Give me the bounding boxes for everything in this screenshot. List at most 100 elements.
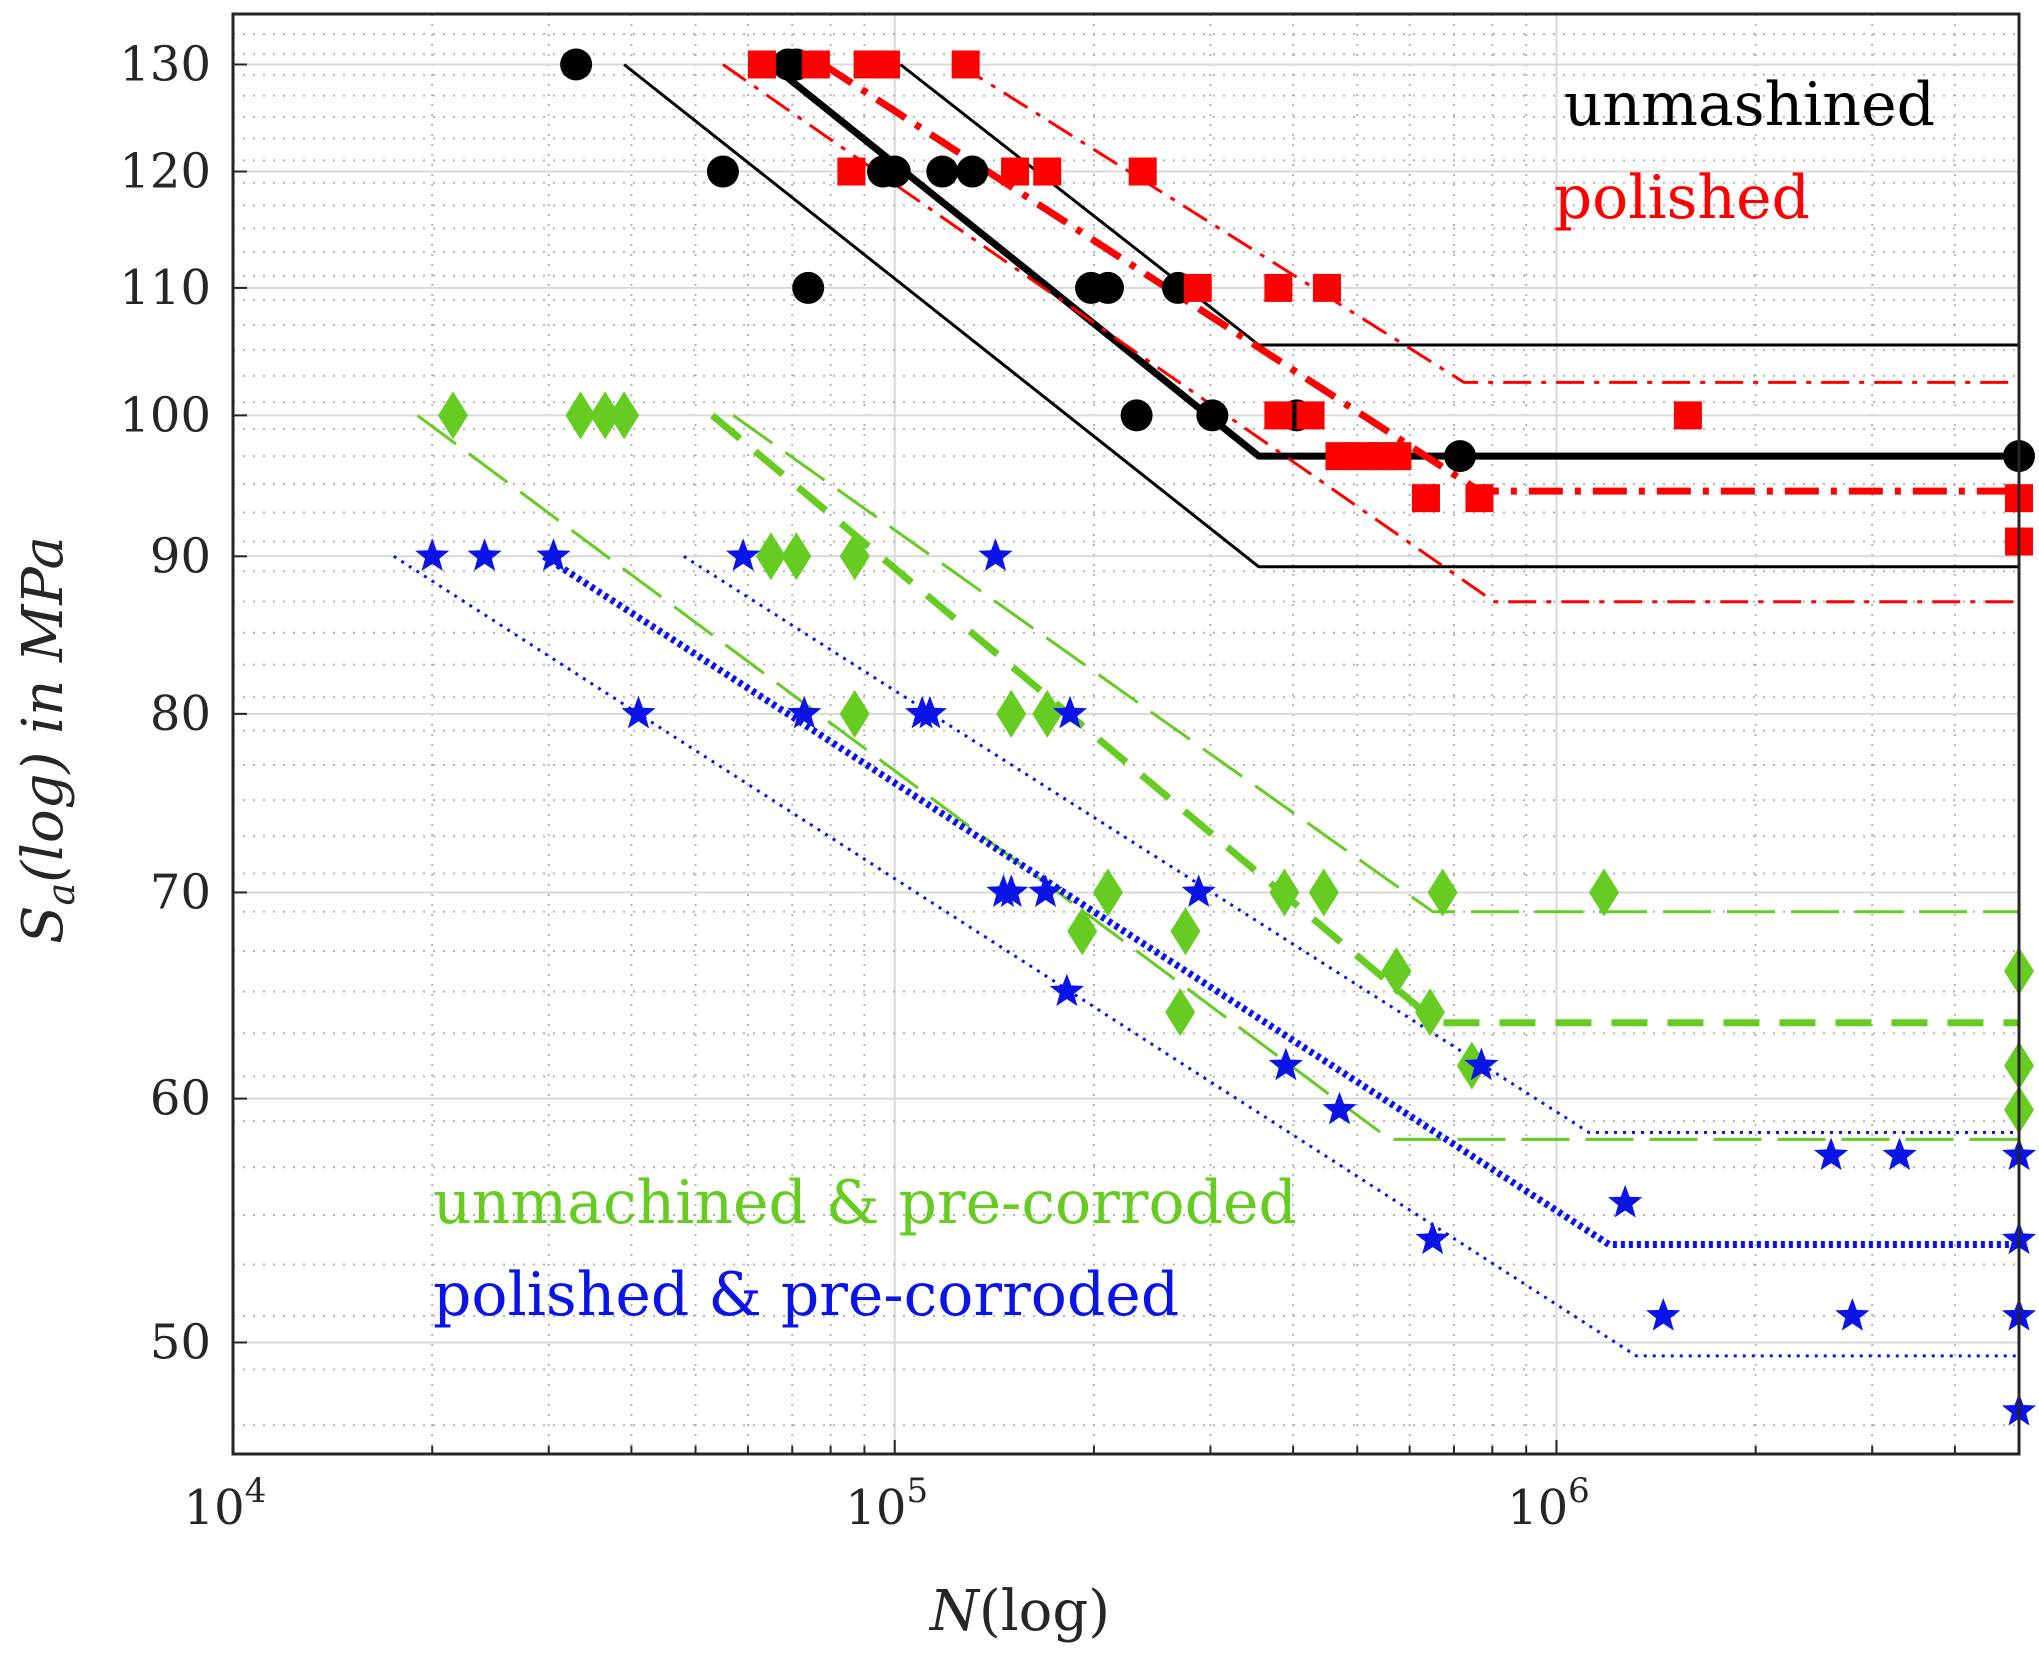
marker-unmachined-pre-corroded — [1415, 988, 1446, 1037]
marker-unmachined-pre-corroded — [1427, 868, 1458, 917]
marker-polished-pre-corroded — [1608, 1184, 1643, 1218]
y-tick-label: 130 — [119, 36, 211, 92]
y-tick-label: 110 — [119, 260, 211, 316]
data-markers — [415, 48, 2037, 1426]
marker-polished-pre-corroded — [1882, 1137, 1917, 1171]
marker-unmashined — [1120, 399, 1153, 432]
marker-polished-pre-corroded — [1028, 874, 1063, 907]
marker-polished-pre-corroded — [621, 695, 656, 729]
marker-polished — [1001, 157, 1030, 186]
fit-line-2 — [710, 412, 2019, 1027]
marker-unmachined-pre-corroded — [839, 532, 870, 581]
fit-line-0 — [623, 63, 2019, 569]
marker-polished — [837, 157, 866, 186]
axis-ticks: 104 105 106 50 60 70 80 90 100 110 120 130 — [119, 36, 2020, 1536]
marker-unmashined — [792, 271, 825, 304]
marker-polished-pre-corroded — [1646, 1298, 1681, 1331]
marker-polished — [1411, 484, 1440, 513]
marker-polished — [951, 50, 980, 79]
marker-unmachined-pre-corroded — [1381, 947, 1412, 996]
marker-unmachined-pre-corroded — [839, 689, 870, 738]
fit-line-1 — [722, 63, 2019, 604]
marker-unmachined-pre-corroded — [565, 391, 596, 440]
marker-polished-pre-corroded — [978, 538, 1013, 571]
marker-unmachined-pre-corroded — [1308, 868, 1339, 917]
plot-frame — [231, 12, 2021, 1456]
marker-unmachined-pre-corroded — [590, 391, 621, 440]
marker-polished — [1325, 442, 1354, 471]
fit-line-2 — [416, 414, 2019, 1141]
marker-unmachined-pre-corroded — [781, 532, 812, 581]
marker-polished — [1264, 401, 1293, 430]
marker-polished — [1033, 157, 1062, 186]
y-tick-label: 70 — [150, 864, 211, 920]
marker-unmashined — [560, 48, 593, 81]
y-tick-label: 80 — [150, 686, 211, 742]
plot-background — [233, 14, 2019, 1454]
marker-unmachined-pre-corroded — [755, 532, 786, 581]
marker-polished — [1465, 484, 1494, 513]
marker-polished-pre-corroded — [994, 874, 1029, 907]
marker-polished-pre-corroded — [1268, 1047, 1303, 1081]
fit-line-0 — [781, 72, 2019, 460]
marker-unmachined-pre-corroded — [996, 689, 1027, 738]
marker-polished — [1383, 442, 1412, 471]
y-tick-label: 60 — [150, 1071, 211, 1127]
marker-polished-pre-corroded — [1181, 874, 1216, 907]
marker-polished-pre-corroded — [1835, 1298, 1870, 1331]
marker-polished-pre-corroded — [1814, 1137, 1849, 1171]
marker-polished-pre-corroded — [1322, 1091, 1357, 1125]
fit-line-2 — [732, 414, 2019, 914]
x-tick-label: 106 — [1507, 1471, 1590, 1536]
marker-unmachined-pre-corroded — [1170, 907, 1201, 956]
legend-unmashined: unmashined — [1564, 70, 1935, 140]
marker-unmashined — [1444, 440, 1477, 473]
marker-polished-pre-corroded — [912, 695, 947, 729]
marker-unmachined-pre-corroded — [1269, 868, 1300, 917]
marker-polished — [1128, 157, 1157, 186]
marker-polished — [871, 50, 900, 79]
y-tick-label: 50 — [150, 1314, 211, 1370]
fit-line-3 — [392, 555, 2019, 1358]
marker-polished — [1312, 273, 1341, 302]
legend-polished: polished — [1554, 163, 1810, 233]
marker-unmachined-pre-corroded — [437, 391, 468, 440]
marker-unmachined-pre-corroded — [1589, 868, 1620, 917]
marker-polished-pre-corroded — [467, 538, 502, 571]
marker-unmashined — [878, 155, 911, 188]
marker-polished — [1673, 401, 1702, 430]
x-tick-label: 105 — [845, 1471, 928, 1536]
marker-polished — [1296, 401, 1325, 430]
marker-polished — [801, 50, 830, 79]
marker-unmashined — [1196, 399, 1229, 432]
x-axis-label: N(log) — [928, 1579, 1110, 1644]
marker-unmashined — [1091, 271, 1124, 304]
marker-polished-pre-corroded — [726, 538, 761, 571]
marker-unmashined — [956, 155, 989, 188]
marker-polished-pre-corroded — [536, 538, 571, 571]
marker-unmashined — [926, 155, 959, 188]
marker-unmachined-pre-corroded — [1032, 689, 1063, 738]
marker-unmachined-pre-corroded — [1067, 907, 1098, 956]
y-tick-label: 90 — [150, 528, 211, 584]
fit-line-1 — [958, 63, 2019, 384]
marker-unmachined-pre-corroded — [1092, 868, 1123, 917]
marker-unmachined-pre-corroded — [1165, 988, 1196, 1037]
marker-polished — [747, 50, 776, 79]
legend-unmachined-pre-corroded: unmachined & pre-corroded — [433, 1168, 1297, 1238]
x-tick-label: 104 — [184, 1471, 267, 1536]
marker-polished-pre-corroded — [1464, 1047, 1499, 1081]
y-tick-label: 100 — [119, 387, 211, 443]
marker-unmashined — [706, 155, 739, 188]
marker-unmachined-pre-corroded — [609, 391, 640, 440]
fit-curves — [392, 61, 2019, 1358]
marker-polished — [1183, 273, 1212, 302]
y-tick-label: 120 — [119, 144, 211, 200]
marker-polished-pre-corroded — [787, 695, 822, 729]
y-axis-label: Sa(log) in MPa — [11, 536, 83, 944]
legend-polished-pre-corroded: polished & pre-corroded — [433, 1260, 1179, 1330]
marker-polished-pre-corroded — [1052, 695, 1088, 729]
marker-polished-pre-corroded — [415, 538, 450, 571]
marker-polished-pre-corroded — [1049, 973, 1084, 1007]
